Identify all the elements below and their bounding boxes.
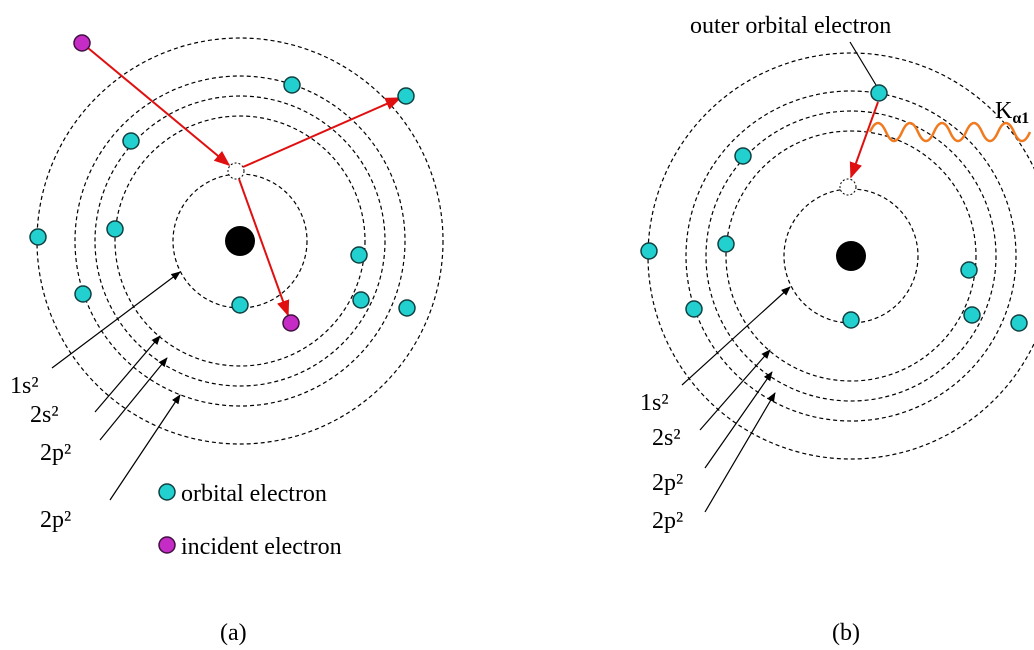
legend-marker: [158, 536, 176, 554]
vacancy: [227, 162, 245, 180]
electron: [734, 147, 752, 165]
ejected-path: [242, 97, 402, 168]
caption: (a): [220, 620, 247, 646]
electron: [640, 242, 658, 260]
incident-electron: [73, 34, 91, 52]
emission-symbol: K: [995, 98, 1013, 124]
shell-label: 1s²: [640, 390, 669, 416]
incident-path: [81, 42, 231, 167]
shell-label: 2p²: [652, 470, 683, 496]
electron: [685, 300, 703, 318]
pointer: [94, 335, 161, 413]
electron: [352, 291, 370, 309]
pointer: [699, 349, 771, 431]
electron: [350, 246, 368, 264]
shell: [725, 130, 977, 382]
incident-electron: [282, 314, 300, 332]
electron: [29, 228, 47, 246]
vacancy: [839, 178, 857, 196]
photon-wave: [868, 121, 1032, 143]
shell: [74, 75, 406, 407]
electron: [842, 311, 860, 329]
shell-label: 2p²: [652, 508, 683, 534]
shell: [685, 90, 1017, 422]
electron: [283, 76, 301, 94]
electron: [122, 132, 140, 150]
shell-label: 2s²: [30, 402, 59, 428]
electron: [231, 296, 249, 314]
pointer: [704, 392, 776, 513]
leader-line: [849, 41, 877, 86]
electron: [74, 285, 92, 303]
caption: (b): [832, 620, 860, 646]
legend-label: incident electron: [181, 534, 342, 560]
transition-path: [849, 101, 879, 179]
emission-subscript: α1: [1012, 110, 1029, 127]
electron: [963, 306, 981, 324]
electron: [1010, 314, 1028, 332]
electrons: [29, 34, 416, 332]
electrons: [640, 84, 1028, 332]
pointer: [681, 286, 791, 386]
panel-b: 1s² 2s² 2p² 2p² outer orbital electron K…: [640, 13, 1034, 646]
electron: [960, 261, 978, 279]
shell: [94, 95, 386, 387]
electron: [398, 299, 416, 317]
scattered-path: [238, 178, 290, 317]
shell-label: 2p²: [40, 440, 71, 466]
legend-label: orbital electron: [181, 481, 327, 507]
emission-label: Kα1: [995, 98, 1029, 127]
panel-a: 1s² 2s² 2p² 2p² orbital electron inciden…: [10, 34, 444, 646]
pointer: [99, 357, 168, 441]
shell-label: 1s²: [10, 373, 39, 399]
electron: [870, 84, 888, 102]
nucleus: [225, 226, 255, 256]
pointer: [704, 371, 773, 469]
shell-label: 2s²: [652, 425, 681, 451]
electron: [106, 220, 124, 238]
outer-label: outer orbital electron: [690, 13, 891, 39]
shell: [114, 115, 366, 367]
shell-label: 2p²: [40, 507, 71, 533]
shell: [705, 110, 997, 402]
pointer: [51, 271, 181, 369]
legend-marker: [158, 483, 176, 501]
nucleus: [836, 241, 866, 271]
electron: [717, 235, 735, 253]
pointer: [109, 394, 181, 501]
electron: [397, 87, 415, 105]
